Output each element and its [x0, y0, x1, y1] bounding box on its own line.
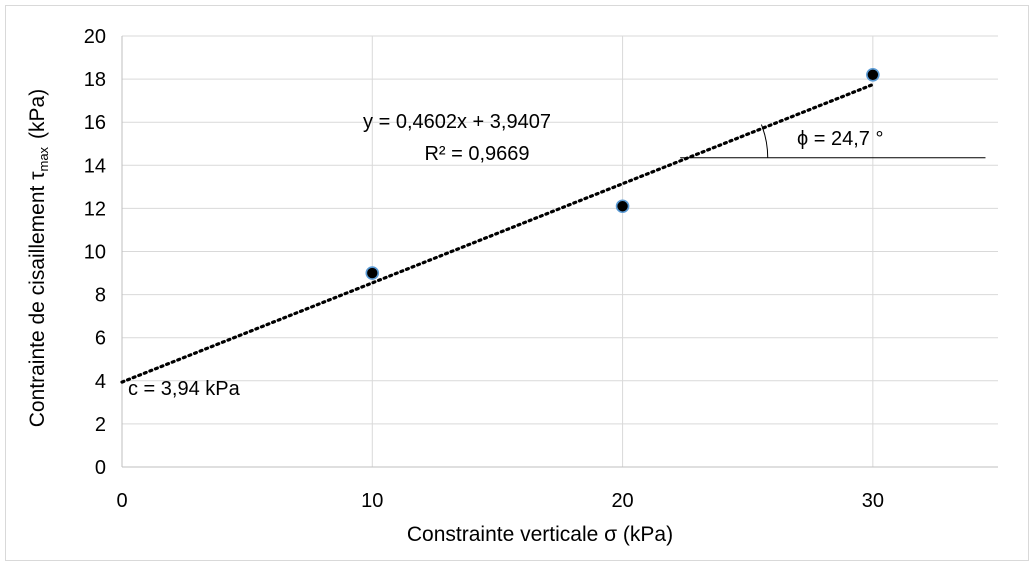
- trendline: [120, 82, 875, 384]
- friction-angle-label: ϕ = 24,7 °: [797, 128, 883, 150]
- x-axis-title: Constrainte verticale σ (kPa): [407, 523, 673, 546]
- x-tick-label: 20: [611, 490, 633, 512]
- y-tick-label: 8: [95, 285, 106, 307]
- y-tick-label: 18: [84, 69, 106, 91]
- x-tick-label: 30: [862, 490, 884, 512]
- data-points: [365, 67, 880, 280]
- y-tick-label: 4: [95, 371, 106, 393]
- y-tick-label: 12: [84, 198, 106, 220]
- y-tick-label: 20: [84, 26, 106, 48]
- friction-angle-marker: [680, 124, 986, 159]
- y-axis-title-subscript: max: [36, 146, 51, 171]
- trendline-layer: [120, 82, 875, 384]
- y-axis-title-suffix: (kPa): [26, 89, 49, 139]
- cohesion-label: c = 3,94 kPa: [128, 378, 241, 400]
- y-tick-label: 14: [84, 155, 106, 177]
- x-tick-label: 0: [116, 490, 127, 512]
- r-squared-label: R² = 0,9669: [424, 143, 529, 165]
- y-tick-label: 16: [84, 112, 106, 134]
- y-tick-label: 2: [95, 414, 106, 436]
- y-axis-title: Contrainte de cisaillement τmax (kPa): [26, 89, 51, 428]
- y-axis-title-prefix: Contrainte de cisaillement τ: [26, 171, 49, 427]
- data-point: [615, 199, 630, 214]
- data-point: [365, 266, 380, 280]
- angle-arc: [760, 124, 769, 158]
- y-tick-label: 10: [84, 242, 106, 264]
- y-tick-label: 0: [95, 457, 106, 479]
- chart-border: [5, 5, 1029, 561]
- tick-labels: 0 2 4 6 8 10 12 14 16 18 20 0 10 20 30: [84, 26, 884, 512]
- y-tick-label: 6: [95, 328, 106, 350]
- trendline-equation: y = 0,4602x + 3,9407: [363, 111, 551, 133]
- x-tick-label: 10: [361, 490, 383, 512]
- data-point: [866, 67, 880, 82]
- axes: [121, 36, 998, 468]
